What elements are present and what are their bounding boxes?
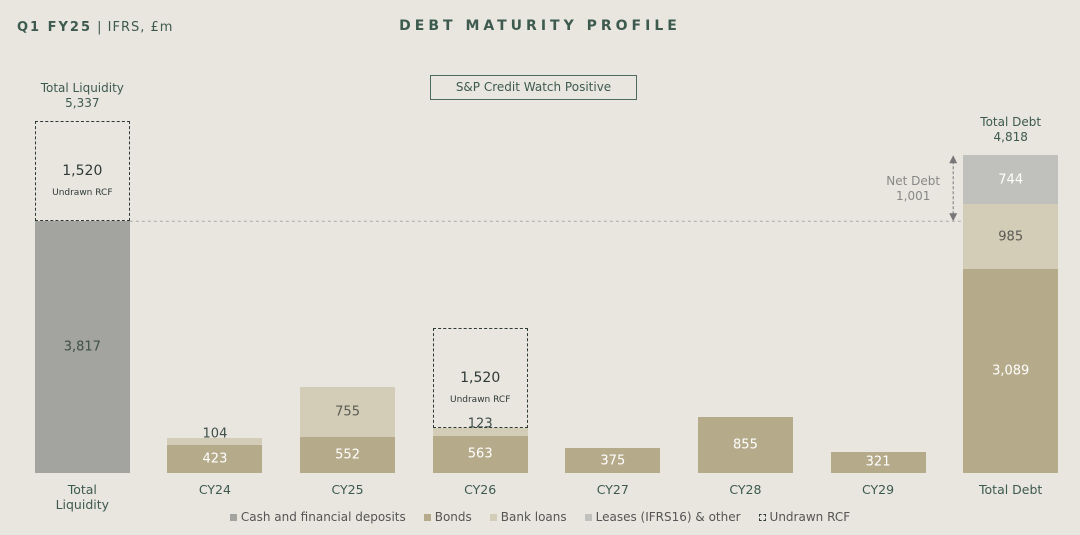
legend-swatch: [423, 514, 431, 521]
legend-label: Bank loans: [500, 510, 567, 524]
legend: Cash and financial deposits Bonds Bank loa…: [0, 510, 1080, 524]
value-label: 375: [600, 453, 626, 469]
bar-segment: [300, 386, 396, 437]
header: Q1 FY25 | IFRS, £m: [17, 20, 173, 35]
x-tick-label: CY29: [862, 482, 895, 497]
value-label: 1,520: [460, 369, 501, 386]
total-label: Total Debt: [980, 115, 1042, 130]
value-label: 563: [467, 446, 493, 462]
value-label: 104: [202, 426, 228, 442]
x-tick-label: Total Liquidity: [55, 482, 110, 512]
x-tick-label: CY28: [729, 482, 762, 497]
legend-swatch: [489, 514, 497, 521]
value-label: 1,520: [62, 163, 103, 180]
x-tick-label: CY24: [198, 482, 231, 497]
arrow-head: [949, 155, 958, 164]
arrow-head: [949, 213, 958, 222]
value-label: 744: [998, 172, 1024, 188]
bar-segment: [34, 221, 130, 473]
legend-swatch: [229, 514, 237, 521]
bar-segment: [830, 451, 926, 473]
legend-swatch: [758, 514, 766, 521]
value-label: 855: [733, 437, 758, 453]
bar-segment: [963, 269, 1059, 473]
value-label: 985: [998, 229, 1024, 245]
legend-item: Leases (IFRS16) & other: [584, 510, 741, 524]
rcf-box: [34, 121, 130, 222]
bar-segment: [167, 445, 263, 473]
value-label: 321: [865, 454, 891, 470]
legend-item: Bank loans: [489, 510, 567, 524]
bar-segment: [963, 204, 1059, 270]
value-label: 423: [202, 451, 228, 467]
legend-item: Bonds: [423, 510, 472, 524]
rcf-label: Undrawn RCF: [52, 188, 113, 199]
legend-label: Bonds: [434, 510, 472, 524]
legend-label: Undrawn RCF: [769, 510, 851, 524]
period: Q1 FY25: [17, 20, 93, 35]
bar-segment: [565, 448, 661, 473]
value-label: 552: [335, 447, 360, 463]
legend-label: Leases (IFRS16) & other: [595, 510, 741, 524]
x-tick-label: Total Debt: [979, 482, 1043, 497]
x-tick-label: CY25: [331, 482, 364, 497]
x-tick-label: CY27: [596, 482, 629, 497]
total-label: Total Liquidity: [40, 81, 124, 95]
value-label: 755: [335, 404, 360, 420]
value-label: 3,089: [992, 363, 1030, 379]
net-debt-value: 1,001: [896, 189, 931, 204]
chart-title: DEBT MATURITY PROFILE: [399, 18, 681, 34]
bar-segment: [963, 155, 1059, 205]
basis: | IFRS, £m: [97, 20, 174, 35]
net-debt-label: Net Debt: [886, 174, 941, 189]
legend-label: Cash and financial deposits: [240, 510, 406, 524]
value-label: 3,817: [63, 339, 101, 355]
annotation: S&P Credit Watch Positive: [430, 75, 637, 100]
total-value: 4,818: [993, 130, 1028, 145]
legend-swatch: [584, 514, 592, 521]
legend-item: Undrawn RCF: [758, 510, 851, 524]
legend-item: Cash and financial deposits: [229, 510, 406, 524]
bar-segment: [432, 427, 528, 436]
bar-segment: [167, 438, 263, 446]
bar-segment: [300, 436, 396, 473]
bar-segment: [697, 416, 793, 473]
bar-segment: [432, 435, 528, 473]
x-tick-label: CY26: [464, 482, 497, 497]
rcf-box: [432, 327, 528, 428]
total-value: 5,337: [65, 96, 100, 110]
rcf-label: Undrawn RCF: [449, 394, 511, 405]
